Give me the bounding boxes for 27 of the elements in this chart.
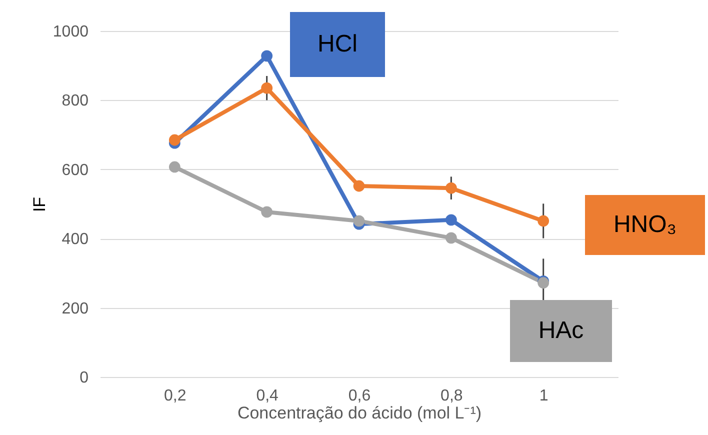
point	[168, 134, 180, 146]
point	[261, 206, 273, 218]
point	[538, 215, 550, 227]
y-tick-label: 1000	[52, 24, 89, 40]
point	[353, 180, 365, 192]
point	[261, 50, 273, 62]
x-tick-label: 0,4	[256, 388, 279, 404]
y-tick-label: 200	[62, 300, 89, 318]
y-axis-title: IF	[30, 196, 49, 212]
x-tick-label: 0,8	[440, 388, 463, 404]
y-tick-label: 800	[62, 92, 89, 110]
series-label: HCl	[318, 30, 358, 58]
point	[353, 215, 365, 227]
x-tick-label: 0,2	[164, 388, 186, 404]
point	[261, 82, 273, 94]
y-tick-label: 600	[62, 162, 89, 179]
point	[445, 214, 457, 226]
y-tick-label: 0	[80, 370, 89, 386]
series-label: HAc	[538, 317, 584, 344]
point	[445, 232, 457, 244]
x-tick-label: 1	[539, 388, 548, 404]
y-tick-label: 400	[62, 231, 89, 248]
x-tick-label: 0,6	[348, 388, 371, 404]
text: HNO₃	[613, 211, 677, 238]
point	[168, 161, 180, 173]
point	[445, 182, 457, 194]
x-axis-title: Concentração do ácido (mol L⁻¹)	[237, 404, 482, 422]
